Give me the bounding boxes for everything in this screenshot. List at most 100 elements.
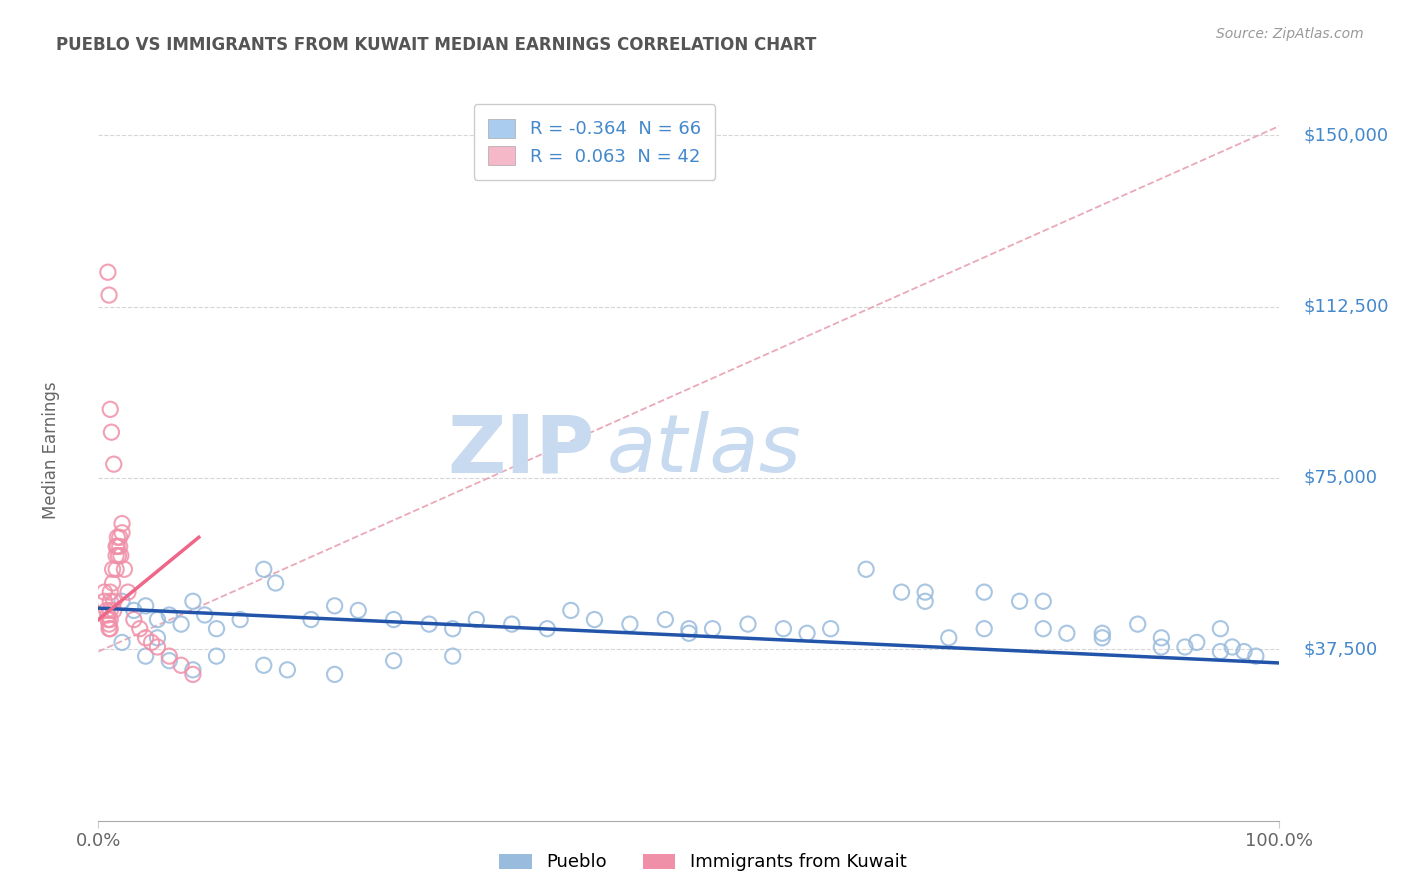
Legend: R = -0.364  N = 66, R =  0.063  N = 42: R = -0.364 N = 66, R = 0.063 N = 42: [474, 104, 716, 180]
Point: [96, 603, 118, 617]
Point: [105, 530, 128, 544]
Point: [103, 457, 125, 471]
Point: [501, 617, 523, 632]
Point: [103, 594, 125, 608]
Point: [112, 562, 135, 576]
Point: [441, 649, 464, 664]
Point: [914, 594, 936, 608]
Point: [108, 540, 131, 554]
Point: [135, 599, 157, 613]
Point: [93, 594, 115, 608]
Point: [973, 622, 995, 636]
Point: [702, 622, 724, 636]
Point: [583, 613, 606, 627]
Point: [100, 425, 122, 440]
Point: [108, 530, 131, 544]
Point: [110, 549, 132, 563]
Point: [1032, 622, 1054, 636]
Point: [938, 631, 960, 645]
Point: [1209, 644, 1232, 658]
Point: [98, 594, 121, 608]
Point: [299, 613, 322, 627]
Point: [1091, 626, 1114, 640]
Point: [98, 613, 121, 627]
Point: [382, 613, 405, 627]
Point: [1056, 626, 1078, 640]
Point: [146, 613, 169, 627]
Point: [141, 635, 163, 649]
Point: [97, 613, 120, 627]
Point: [1032, 594, 1054, 608]
Point: [418, 617, 440, 632]
Point: [1220, 640, 1243, 654]
Text: PUEBLO VS IMMIGRANTS FROM KUWAIT MEDIAN EARNINGS CORRELATION CHART: PUEBLO VS IMMIGRANTS FROM KUWAIT MEDIAN …: [56, 36, 817, 54]
Point: [98, 617, 121, 632]
Point: [157, 607, 180, 622]
Text: $150,000: $150,000: [1303, 126, 1388, 145]
Point: [170, 617, 193, 632]
Point: [229, 613, 252, 627]
Point: [323, 667, 346, 681]
Point: [194, 607, 217, 622]
Point: [1091, 631, 1114, 645]
Point: [98, 622, 121, 636]
Point: [1174, 640, 1197, 654]
Point: [97, 607, 120, 622]
Point: [105, 540, 128, 554]
Point: [111, 516, 134, 531]
Point: [1150, 631, 1173, 645]
Point: [820, 622, 842, 636]
Point: [111, 635, 134, 649]
Point: [93, 585, 115, 599]
Point: [135, 649, 157, 664]
Point: [181, 667, 204, 681]
Point: [181, 594, 204, 608]
Point: [103, 603, 125, 617]
Point: [1185, 635, 1208, 649]
Text: $37,500: $37,500: [1303, 640, 1378, 658]
Point: [1008, 594, 1031, 608]
Point: [107, 549, 129, 563]
Text: atlas: atlas: [606, 411, 801, 490]
Point: [205, 622, 228, 636]
Legend: Pueblo, Immigrants from Kuwait: Pueblo, Immigrants from Kuwait: [492, 847, 914, 879]
Point: [441, 622, 464, 636]
Text: $112,500: $112,500: [1303, 298, 1389, 316]
Point: [796, 626, 818, 640]
Point: [323, 599, 346, 613]
Point: [1233, 644, 1256, 658]
Point: [914, 585, 936, 599]
Point: [170, 658, 193, 673]
Point: [560, 603, 582, 617]
Text: Source: ZipAtlas.com: Source: ZipAtlas.com: [1216, 27, 1364, 41]
Point: [128, 622, 150, 636]
Point: [98, 402, 121, 417]
Point: [347, 603, 370, 617]
Point: [253, 658, 276, 673]
Point: [205, 649, 228, 664]
Point: [105, 562, 128, 576]
Point: [157, 649, 180, 664]
Point: [890, 585, 912, 599]
Point: [122, 603, 145, 617]
Point: [973, 585, 995, 599]
Point: [101, 562, 124, 576]
Text: Median Earnings: Median Earnings: [42, 382, 60, 519]
Point: [105, 540, 128, 554]
Text: $75,000: $75,000: [1303, 469, 1376, 487]
Point: [855, 562, 877, 576]
Point: [146, 640, 169, 654]
Text: ZIP: ZIP: [447, 411, 595, 490]
Point: [654, 613, 676, 627]
Point: [146, 631, 169, 645]
Point: [382, 654, 405, 668]
Point: [98, 288, 121, 302]
Point: [678, 622, 700, 636]
Point: [536, 622, 558, 636]
Point: [157, 654, 180, 668]
Point: [98, 585, 121, 599]
Point: [135, 631, 157, 645]
Point: [98, 603, 121, 617]
Point: [253, 562, 276, 576]
Point: [737, 617, 759, 632]
